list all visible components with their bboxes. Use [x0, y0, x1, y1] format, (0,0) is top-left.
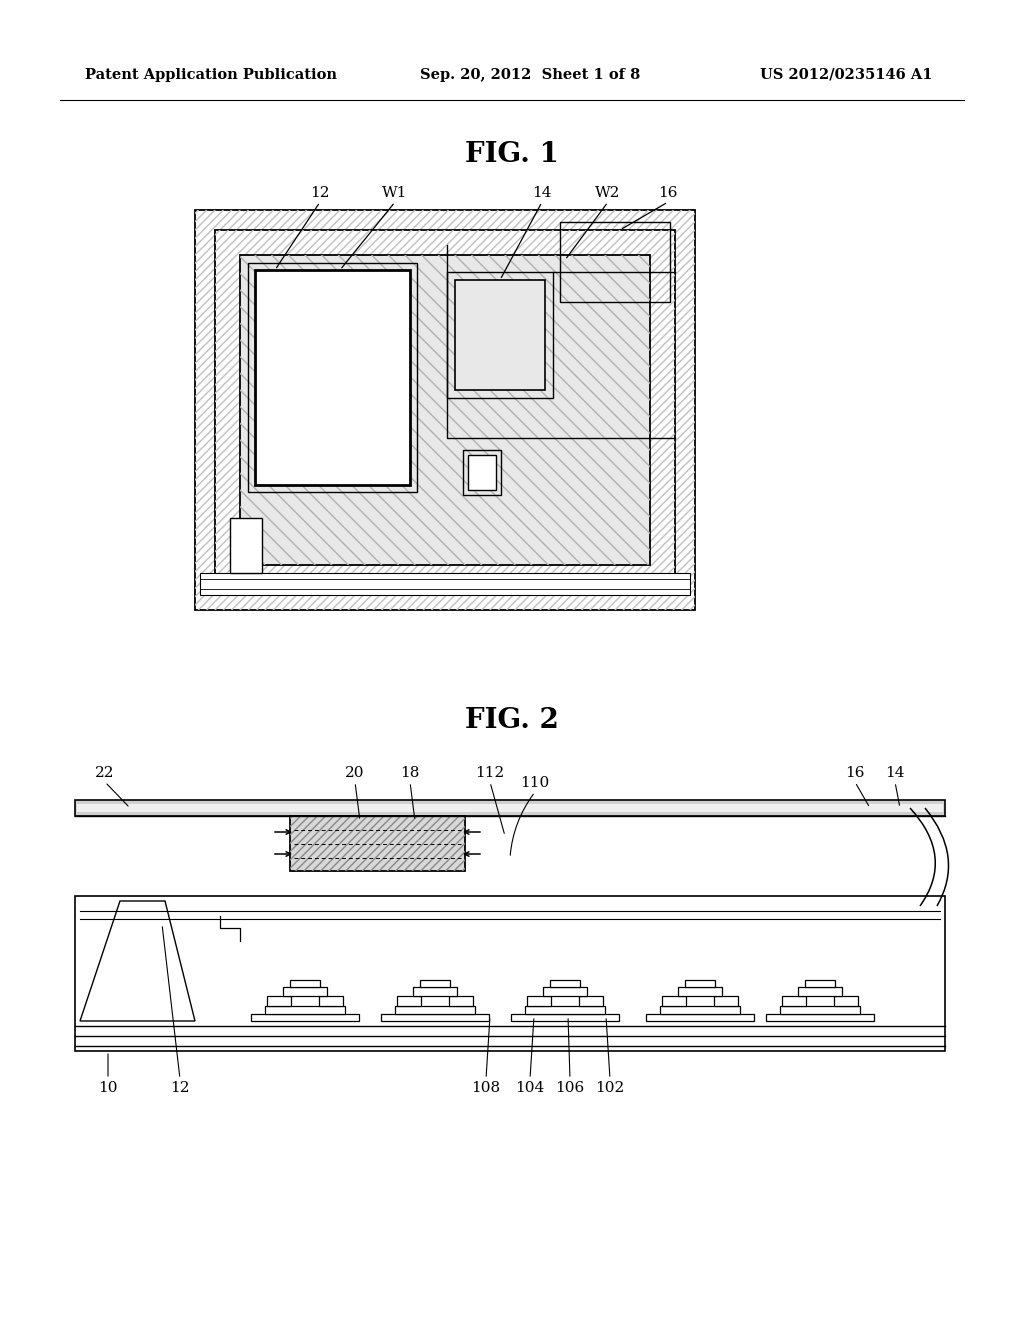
Bar	[766, 1014, 874, 1020]
Bar	[75, 800, 945, 816]
Bar	[195, 210, 695, 610]
Bar	[267, 997, 291, 1006]
Bar	[447, 272, 553, 399]
Text: 16: 16	[658, 186, 678, 201]
Bar	[240, 255, 650, 565]
Bar	[714, 997, 738, 1006]
Text: W1: W1	[382, 186, 408, 201]
Bar	[660, 1006, 740, 1014]
Text: FIG. 1: FIG. 1	[465, 141, 559, 169]
Text: 108: 108	[471, 1081, 501, 1096]
Bar	[420, 979, 450, 987]
Bar	[662, 997, 686, 1006]
Bar	[397, 997, 421, 1006]
Text: Patent Application Publication: Patent Application Publication	[85, 69, 337, 82]
Bar	[215, 230, 675, 590]
Bar	[381, 1014, 489, 1020]
Bar	[798, 987, 842, 997]
Bar	[468, 455, 496, 490]
Bar	[579, 997, 603, 1006]
Text: 14: 14	[886, 766, 905, 780]
Text: 16: 16	[845, 766, 864, 780]
Bar	[805, 979, 835, 987]
Bar	[449, 997, 473, 1006]
Text: FIG. 2: FIG. 2	[465, 706, 559, 734]
Bar	[248, 263, 417, 492]
Bar	[319, 997, 343, 1006]
Bar	[283, 987, 327, 997]
Text: 20: 20	[345, 766, 365, 780]
Text: 110: 110	[520, 776, 550, 789]
Text: 14: 14	[532, 186, 552, 201]
Bar	[77, 804, 943, 812]
Text: W2: W2	[595, 186, 621, 201]
Bar	[525, 1006, 605, 1014]
Bar	[265, 1006, 345, 1014]
Bar	[251, 1014, 359, 1020]
Bar	[455, 280, 545, 389]
Text: 102: 102	[595, 1081, 625, 1096]
Bar	[780, 1006, 860, 1014]
Bar	[195, 210, 695, 610]
Text: 104: 104	[515, 1081, 545, 1096]
Bar	[230, 517, 262, 573]
Bar	[543, 987, 587, 997]
Text: 106: 106	[555, 1081, 585, 1096]
Bar	[290, 816, 465, 871]
Bar	[560, 222, 670, 302]
Polygon shape	[80, 902, 195, 1020]
Text: US 2012/0235146 A1: US 2012/0235146 A1	[760, 69, 933, 82]
Bar	[395, 1006, 475, 1014]
Bar	[550, 979, 580, 987]
Text: Sep. 20, 2012  Sheet 1 of 8: Sep. 20, 2012 Sheet 1 of 8	[420, 69, 640, 82]
Text: 22: 22	[95, 766, 115, 780]
Bar	[255, 271, 410, 484]
Bar	[511, 1014, 618, 1020]
Bar	[527, 997, 551, 1006]
Bar	[75, 896, 945, 1051]
Bar	[782, 997, 806, 1006]
Text: 112: 112	[475, 766, 505, 780]
Text: 18: 18	[400, 766, 420, 780]
Bar	[200, 573, 690, 595]
Bar	[290, 979, 319, 987]
Bar	[290, 816, 465, 871]
Bar	[240, 255, 650, 565]
Bar	[685, 979, 715, 987]
Bar	[413, 987, 457, 997]
Bar	[215, 230, 675, 590]
Bar	[646, 1014, 754, 1020]
Bar	[834, 997, 858, 1006]
Text: 12: 12	[310, 186, 330, 201]
Bar	[678, 987, 722, 997]
Text: 12: 12	[170, 1081, 189, 1096]
Text: 10: 10	[98, 1081, 118, 1096]
Bar	[463, 450, 501, 495]
